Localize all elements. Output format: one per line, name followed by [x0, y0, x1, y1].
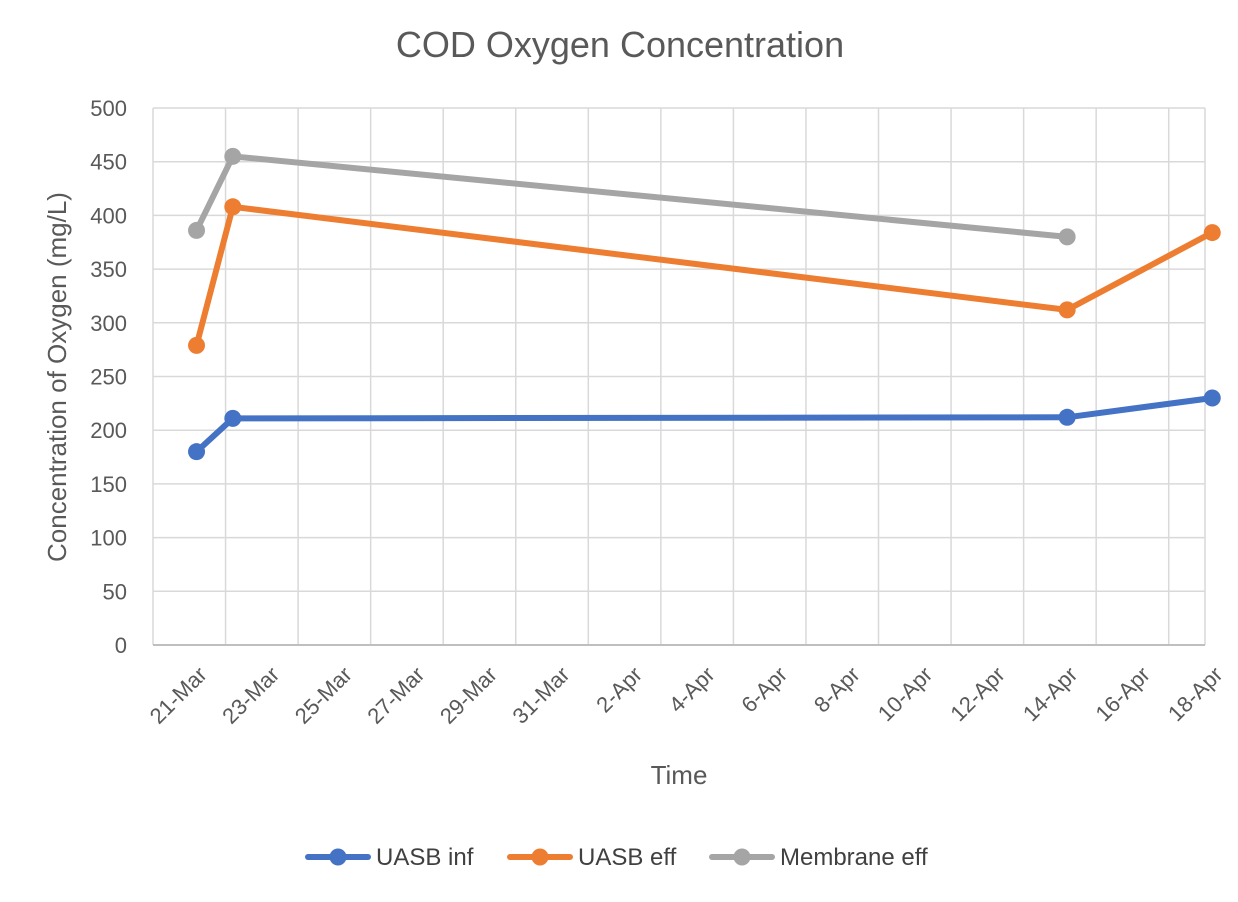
legend-label: UASB eff [578, 844, 677, 871]
legend-item: UASB eff [507, 844, 677, 871]
grid [152, 107, 1206, 646]
series-line [193, 153, 1071, 240]
y-tick-label: 50 [103, 579, 127, 604]
y-tick-label: 450 [90, 150, 127, 175]
x-tick-label: 31-Mar [508, 662, 575, 729]
series [188, 147, 1221, 461]
series-membrane-eff [188, 147, 1076, 246]
legend-item: UASB inf [305, 844, 474, 871]
chart-title: COD Oxygen Concentration [396, 24, 844, 65]
x-tick-label: 21-Mar [145, 662, 212, 729]
x-tick-label: 18-Apr [1163, 662, 1227, 726]
y-tick-label: 400 [90, 203, 127, 228]
data-point [224, 409, 242, 427]
y-tick-label: 100 [90, 526, 127, 551]
y-tick-label: 350 [90, 257, 127, 282]
y-tick-label: 500 [90, 96, 127, 121]
y-tick-labels: 0 50 100 150 200 250 300 350 400 450 500 [90, 96, 127, 658]
x-tick-label: 23-Mar [217, 662, 284, 729]
legend-swatch-marker [531, 848, 549, 866]
series-uasb-inf [188, 389, 1221, 461]
y-tick-label: 0 [115, 633, 127, 658]
x-tick-label: 4-Apr [664, 662, 720, 718]
x-tick-label: 6-Apr [736, 662, 792, 718]
y-tick-label: 150 [90, 472, 127, 497]
data-point [1058, 301, 1076, 319]
series-line [193, 203, 1216, 349]
y-tick-label: 200 [90, 418, 127, 443]
data-point [1058, 228, 1076, 246]
x-tick-label: 27-Mar [362, 662, 429, 729]
data-point [1203, 224, 1221, 242]
series-line [193, 394, 1216, 455]
x-axis-label: Time [651, 760, 708, 790]
legend-label: Membrane eff [780, 844, 928, 871]
data-point [1058, 408, 1076, 426]
x-tick-label: 16-Apr [1090, 662, 1154, 726]
x-tick-label: 10-Apr [873, 662, 937, 726]
data-point [188, 221, 206, 239]
data-point [188, 336, 206, 354]
x-tick-label: 29-Mar [435, 662, 502, 729]
y-tick-label: 250 [90, 365, 127, 390]
x-tick-label: 25-Mar [290, 662, 357, 729]
x-tick-label: 8-Apr [809, 662, 865, 718]
data-point [224, 198, 242, 216]
x-tick-label: 14-Apr [1018, 662, 1082, 726]
x-tick-labels: 21-Mar 23-Mar 25-Mar 27-Mar 29-Mar 31-Mar 2-Ap… [145, 662, 1228, 729]
data-point [1203, 389, 1221, 407]
legend-swatch-marker [329, 848, 347, 866]
legend-label: UASB inf [376, 844, 474, 871]
legend: UASB inf UASB eff Membrane eff [305, 844, 928, 871]
series-uasb-eff [188, 198, 1221, 354]
x-tick-label: 12-Apr [945, 662, 1009, 726]
data-point [224, 147, 242, 165]
x-tick-label: 2-Apr [591, 662, 647, 718]
y-axis-label: Concentration of Oxygen (mg/L) [42, 192, 72, 562]
legend-swatch-marker [733, 848, 751, 866]
legend-item: Membrane eff [709, 844, 928, 871]
y-tick-label: 300 [90, 311, 127, 336]
data-point [188, 443, 206, 461]
